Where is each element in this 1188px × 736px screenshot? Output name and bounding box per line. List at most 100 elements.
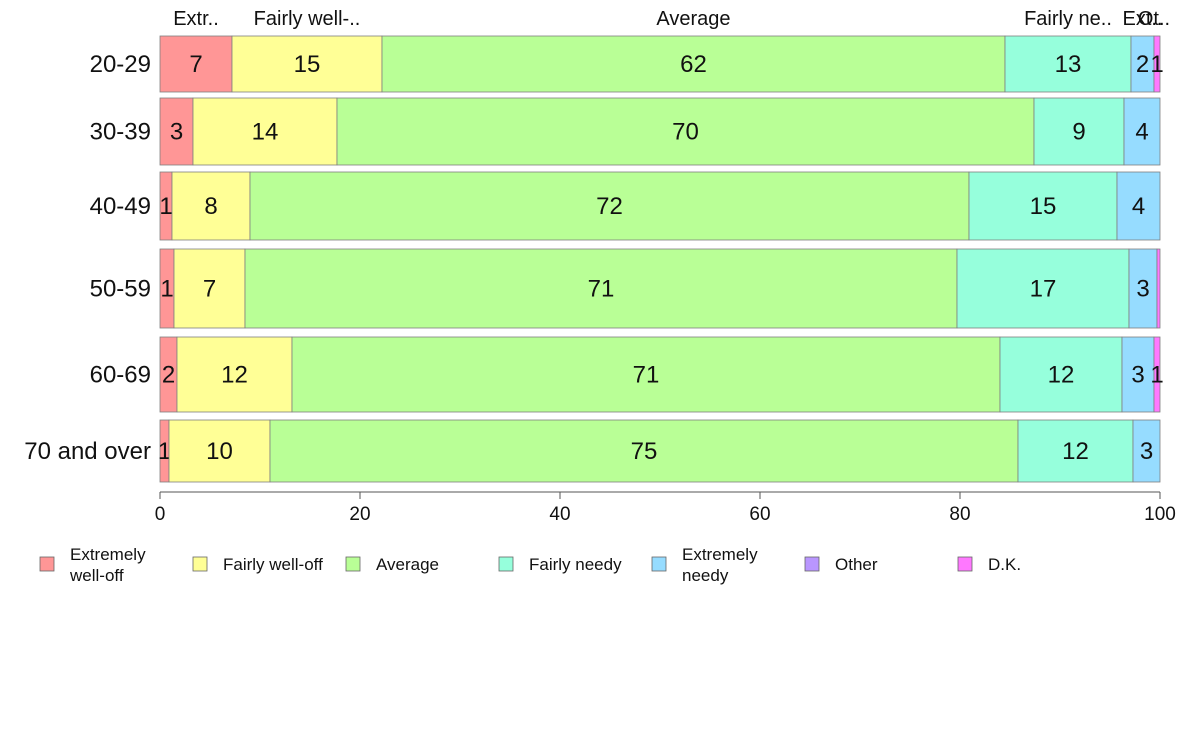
- legend-swatch-other: [804, 556, 820, 572]
- data-label-70-and-over-extremely-well-off: 1: [158, 438, 171, 465]
- data-label-60-69-extremely-needy: 3: [1131, 362, 1144, 389]
- data-label-70-and-over-fairly-needy: 12: [1062, 438, 1089, 465]
- bar-60-69-d-k: [1153, 336, 1161, 413]
- data-label-20-29-fairly-well-off: 15: [294, 51, 321, 78]
- data-label-20-29-extremely-well-off: 7: [189, 51, 202, 78]
- legend: Extremely well-off Fairly well-off Average F…: [39, 545, 1021, 585]
- data-label-30-39-average: 70: [672, 119, 699, 146]
- bar-30-39-fairly-well-off: [192, 97, 338, 166]
- legend-label-d-k: D.K.: [988, 555, 1021, 574]
- bar-30-39-extremely-needy: [1123, 97, 1161, 166]
- bar-40-49-fairly-needy: [968, 171, 1118, 241]
- bars: 7 15 62 13 2 13 14 70 9 41 8 72 15 41 7 71 17 32 12 71 12 3 11…: [158, 35, 1164, 483]
- data-label-50-59-average: 71: [588, 276, 615, 303]
- data-label-30-39-fairly-needy: 9: [1072, 119, 1085, 146]
- series-header-fairly-well-off: Fairly well-..: [254, 8, 361, 30]
- category-label-60-69: 60-69: [90, 362, 151, 389]
- legend-label-extremely-well-off-line-2: well-off: [69, 566, 124, 585]
- legend-label-extremely-needy-line-2: needy: [682, 566, 729, 585]
- x-tick-label-40: 40: [549, 504, 570, 525]
- data-label-30-39-fairly-well-off: 14: [252, 119, 279, 146]
- bar-30-39-extremely-well-off: [159, 97, 194, 166]
- legend-item-average: Average: [345, 555, 439, 574]
- bar-40-49-extremely-needy: [1116, 171, 1161, 241]
- data-label-60-69-fairly-needy: 12: [1048, 362, 1075, 389]
- data-label-40-49-fairly-needy: 15: [1030, 193, 1057, 220]
- legend-label-extremely-well-off-line-1: Extremely: [70, 545, 146, 564]
- series-header-fairly-needy: Fairly ne..: [1024, 8, 1112, 30]
- bar-50-59-fairly-needy: [956, 248, 1130, 329]
- legend-item-d-k: D.K.: [957, 555, 1021, 574]
- category-label-30-39: 30-39: [90, 119, 151, 146]
- data-label-20-29-extremely-needy: 2: [1136, 51, 1149, 78]
- x-axis: 0 20 40 60 80 100: [155, 491, 1176, 525]
- legend-item-fairly-needy: Fairly needy: [498, 555, 622, 574]
- legend-label-other: Other: [835, 555, 878, 574]
- bar-70-and-over-extremely-needy: [1132, 419, 1161, 483]
- data-label-40-49-average: 72: [596, 193, 623, 220]
- data-label-30-39-extremely-well-off: 3: [170, 119, 183, 146]
- data-label-40-49-extremely-needy: 4: [1132, 193, 1145, 220]
- category-label-20-29: 20-29: [90, 51, 151, 78]
- legend-item-other: Other: [804, 555, 878, 574]
- bar-40-49-average: [249, 171, 970, 241]
- data-label-40-49-extremely-well-off: 1: [159, 193, 172, 220]
- series-header-average: Average: [656, 8, 730, 30]
- legend-item-extremely-needy: Extremely needy: [651, 545, 758, 585]
- x-tick-label-20: 20: [349, 504, 370, 525]
- data-label-60-69-extremely-well-off: 2: [162, 362, 175, 389]
- data-label-20-29-average: 62: [680, 51, 707, 78]
- category-label-50-59: 50-59: [90, 276, 151, 303]
- bar-50-59-d-k: [1156, 248, 1161, 329]
- x-tick-label-100: 100: [1144, 504, 1176, 525]
- legend-item-fairly-well-off: Fairly well-off: [192, 555, 323, 574]
- bar-70-and-over-fairly-well-off: [168, 419, 271, 483]
- legend-swatch-fairly-well-off: [192, 556, 208, 572]
- data-label-60-69-average: 71: [633, 362, 660, 389]
- legend-swatch-extremely-needy: [651, 556, 667, 572]
- bar-30-39-fairly-needy: [1033, 97, 1125, 166]
- bar-60-69-average: [291, 336, 1001, 413]
- data-label-70-and-over-extremely-needy: 3: [1140, 438, 1153, 465]
- legend-label-extremely-needy-line-1: Extremely: [682, 545, 758, 564]
- data-label-30-39-extremely-needy: 4: [1135, 119, 1148, 146]
- category-label-40-49: 40-49: [90, 193, 151, 220]
- bar-50-59-extremely-needy: [1128, 248, 1158, 329]
- legend-swatch-extremely-well-off: [39, 556, 55, 572]
- data-label-70-and-over-average: 75: [631, 438, 658, 465]
- bar-60-69-extremely-needy: [1121, 336, 1155, 413]
- x-tick-label-80: 80: [949, 504, 970, 525]
- series-header-extremely-needy: Ext..: [1122, 8, 1162, 30]
- legend-label-fairly-well-off: Fairly well-off: [223, 555, 323, 574]
- bar-30-39-average: [336, 97, 1035, 166]
- x-tick-label-0: 0: [155, 504, 166, 525]
- bar-40-49-fairly-well-off: [171, 171, 251, 241]
- legend-label-fairly-needy: Fairly needy: [529, 555, 622, 574]
- legend-swatch-average: [345, 556, 361, 572]
- bar-50-59-average: [244, 248, 958, 329]
- bar-20-29-fairly-well-off: [231, 35, 383, 93]
- data-label-50-59-extremely-needy: 3: [1136, 276, 1149, 303]
- legend-label-average: Average: [376, 555, 439, 574]
- bar-60-69-fairly-well-off: [176, 336, 293, 413]
- legend-swatch-fairly-needy: [498, 556, 514, 572]
- legend-swatch-d-k: [957, 556, 973, 572]
- bar-60-69-fairly-needy: [999, 336, 1123, 413]
- bar-20-29-d-k: [1153, 35, 1161, 93]
- data-label-50-59-extremely-well-off: 1: [160, 276, 173, 303]
- category-label-70-and-over: 70 and over: [24, 438, 151, 465]
- legend-item-extremely-well-off: Extremely well-off: [39, 545, 146, 585]
- data-label-50-59-fairly-well-off: 7: [203, 276, 216, 303]
- data-label-60-69-d-k: 1: [1150, 362, 1163, 389]
- series-header-extremely-well-off: Extr..: [173, 8, 219, 30]
- data-label-20-29-fairly-needy: 13: [1055, 51, 1082, 78]
- top-labels: Extr.. Fairly well-.. Average Fairly ne.. Ex…: [173, 8, 1170, 30]
- data-label-60-69-fairly-well-off: 12: [221, 362, 248, 389]
- row-labels: 20-29 30-39 40-49 50-59 60-69 70 and over: [24, 51, 151, 465]
- data-label-50-59-fairly-needy: 17: [1030, 276, 1057, 303]
- data-label-70-and-over-fairly-well-off: 10: [206, 438, 233, 465]
- x-tick-label-60: 60: [749, 504, 770, 525]
- data-label-20-29-d-k: 1: [1150, 51, 1163, 78]
- data-label-40-49-fairly-well-off: 8: [204, 193, 217, 220]
